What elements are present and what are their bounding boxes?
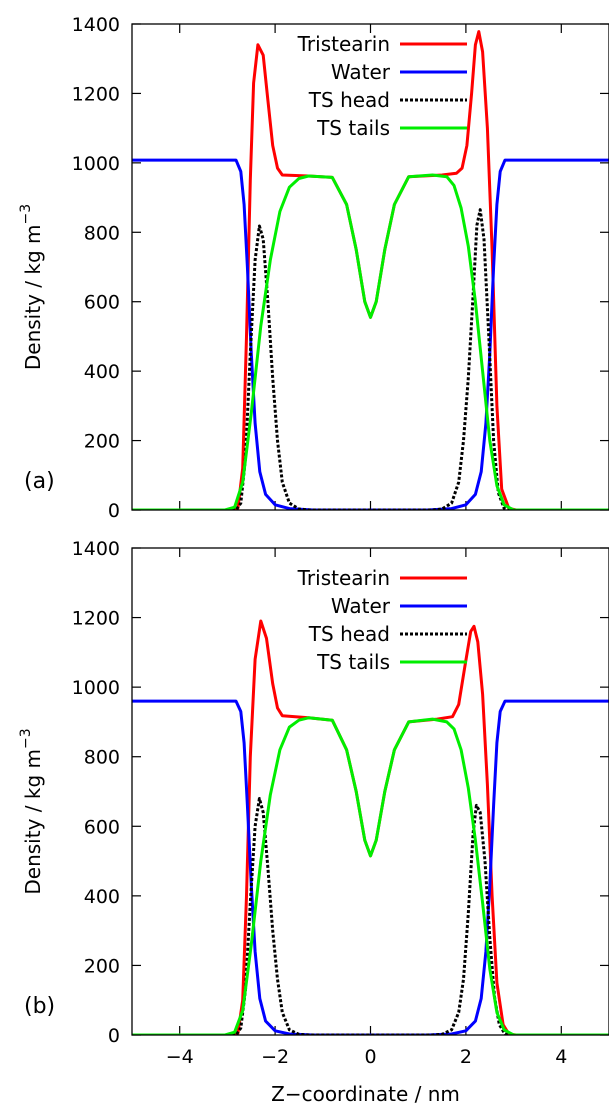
panel-label: (b) [24,994,55,1019]
y-axis-title-text: Density / kg m [21,749,45,895]
legend-label: Water [331,594,391,618]
series-line-ts-head [132,797,609,1035]
y-tick-label: 1400 [72,538,120,560]
x-axis-title: Z−coordinate / nm [271,1082,460,1106]
panel-b: 0 200 400 600 800 1000 1200 1400 −4 −2 0 2 4 Tristear… [18,538,609,1106]
legend-label: TS head [308,622,390,646]
y-axis-title: Density / kg m−3 [18,728,45,894]
y-axis-title: Density / kg m−3 [18,204,45,370]
series-line-ts-head [132,208,609,510]
y-tick-label: 200 [84,955,120,977]
series-line-ts-tails [132,173,609,510]
y-axis-title-superscript: −3 [18,204,34,225]
y-axis-title-superscript: −3 [18,728,34,749]
y-tick-label: 1400 [72,14,120,36]
x-tick-label: −2 [261,1046,289,1068]
y-axis-title-text: Density / kg m [21,225,45,371]
y-tick-label: 1000 [72,153,120,175]
y-tick-label: 400 [84,886,120,908]
y-tick-label: 400 [84,361,120,383]
y-tick-label: 0 [108,1025,120,1047]
legend-label: TS head [308,88,390,112]
x-tick-label: 4 [555,1046,567,1068]
y-tick-label: 1200 [72,83,120,105]
panel-label: (a) [24,469,55,494]
legend-label: Tristearin [297,566,390,590]
y-tick-label: 600 [84,816,120,838]
series-line-water [132,158,609,510]
legend-label: Tristearin [297,32,390,56]
y-tick-label: 200 [84,431,120,453]
panel-a: 0 200 400 600 800 1000 1200 1400 Tristearin Water… [18,14,609,522]
y-tick-label: 0 [108,500,120,522]
legend-label: Water [331,60,391,84]
y-tick-label: 600 [84,292,120,314]
series-line-tristearin [132,619,609,1035]
plot-frame [131,23,609,511]
x-tick-label: 0 [364,1046,376,1068]
series-line-ts-tails [132,716,609,1035]
y-tick-label: 1000 [72,677,120,699]
x-tick-label: −4 [166,1046,194,1068]
legend-label: TS tails [316,650,390,674]
plot-frame [131,547,609,1036]
y-tick-label: 1200 [72,608,120,630]
legend-label: TS tails [316,116,390,140]
y-tick-label: 800 [84,222,120,244]
x-tick-label: 2 [460,1046,472,1068]
series-line-water [132,699,609,1035]
y-tick-label: 800 [84,747,120,769]
